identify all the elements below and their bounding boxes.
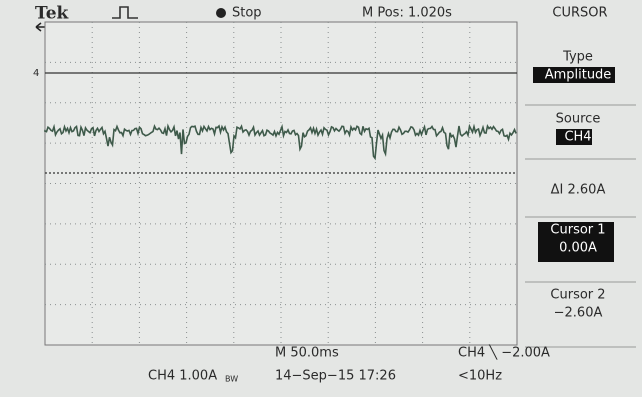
- trigger-frequency: <10Hz: [458, 369, 502, 384]
- menu-value: CH4: [564, 130, 591, 145]
- channel-scale: CH4 1.00A: [148, 369, 217, 384]
- menu-title: CURSOR: [552, 6, 607, 21]
- stop-indicator: [216, 8, 226, 18]
- trigger-setting: CH4 ╲ −2.00A: [458, 344, 550, 361]
- menu-label: Cursor 1: [550, 223, 605, 238]
- bandwidth-mark: BW: [225, 375, 238, 384]
- menu-label: ΔI 2.60A: [551, 183, 606, 198]
- acquisition-status: Stop: [232, 6, 262, 21]
- timebase: M 50.0ms: [275, 346, 339, 361]
- oscilloscope-screen: Tek Stop M Pos: 1.020s CURSOR 4 Type Ampl…: [0, 0, 642, 397]
- menu-value: −2.60A: [554, 306, 603, 321]
- horizontal-position: M Pos: 1.020s: [362, 6, 452, 21]
- menu-label: Source: [556, 112, 601, 127]
- menu-value: Amplitude: [545, 68, 612, 83]
- menu-label: Cursor 2: [550, 288, 605, 303]
- channel-marker: 4: [33, 68, 39, 79]
- menu-label: Type: [562, 50, 593, 65]
- date-time: 14−Sep−15 17:26: [275, 369, 396, 384]
- brand: Tek: [35, 4, 70, 24]
- menu-value: 0.00A: [559, 241, 597, 256]
